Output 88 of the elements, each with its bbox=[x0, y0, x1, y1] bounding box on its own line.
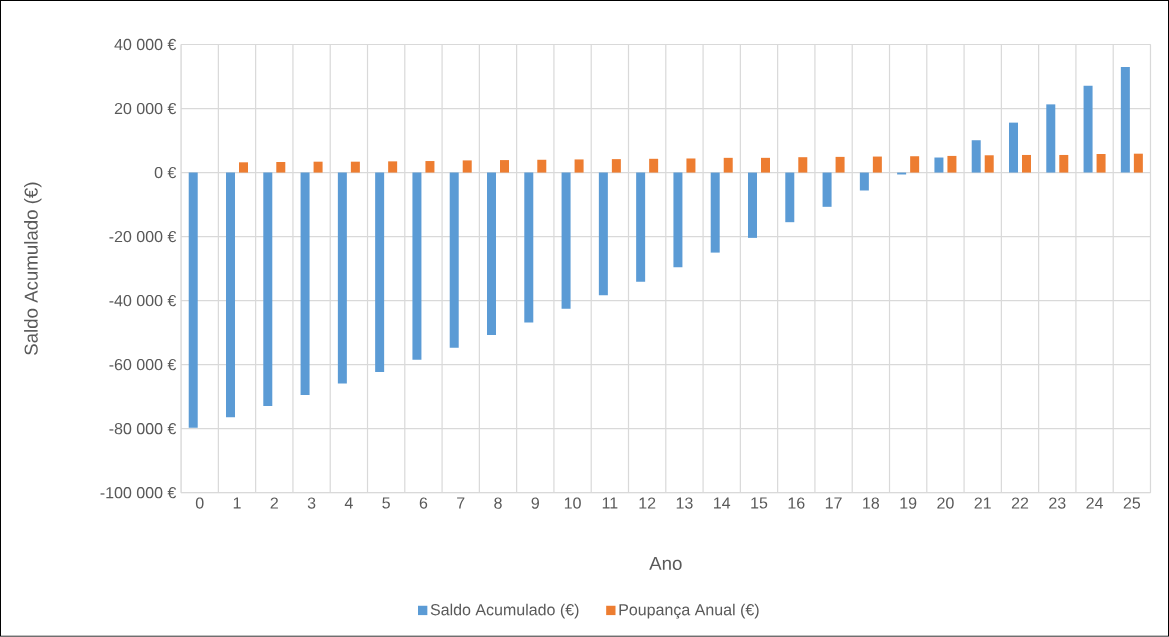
bar bbox=[686, 158, 696, 173]
x-tick-label: 20 bbox=[937, 497, 954, 509]
y-tick-label: -80 000 € bbox=[109, 423, 177, 435]
bar bbox=[822, 172, 832, 207]
x-tick-label: 18 bbox=[863, 497, 880, 509]
x-tick-label: 10 bbox=[564, 497, 581, 509]
bar bbox=[337, 172, 347, 384]
bar bbox=[487, 172, 496, 335]
x-tick-label: 23 bbox=[1049, 497, 1066, 509]
x-tick-label: 19 bbox=[900, 497, 917, 509]
x-tick-label: 3 bbox=[307, 497, 316, 509]
bar bbox=[598, 172, 608, 296]
y-tick-label: 0 € bbox=[154, 167, 177, 179]
bar bbox=[375, 172, 385, 373]
x-tick-label: 4 bbox=[344, 497, 353, 509]
x-tick-label: 14 bbox=[714, 497, 731, 509]
bar bbox=[313, 161, 323, 173]
x-tick-label: 11 bbox=[602, 497, 618, 509]
y-tick-label: 20 000 € bbox=[114, 102, 177, 115]
bar bbox=[425, 161, 435, 173]
x-tick-label: 12 bbox=[639, 497, 656, 509]
x-tick-label: 21 bbox=[974, 497, 991, 509]
bar bbox=[263, 172, 273, 407]
bar bbox=[761, 157, 771, 173]
bar bbox=[636, 172, 646, 282]
y-tick-label: 40 000 € bbox=[114, 38, 177, 51]
bar bbox=[276, 162, 286, 173]
bar bbox=[872, 156, 882, 173]
bar bbox=[798, 157, 808, 173]
bar bbox=[388, 161, 398, 173]
bar bbox=[1022, 155, 1031, 173]
bar bbox=[1008, 122, 1018, 173]
bar bbox=[524, 172, 534, 323]
bar bbox=[188, 172, 198, 428]
bar bbox=[239, 162, 249, 173]
bar bbox=[1133, 153, 1143, 173]
x-tick-label: 5 bbox=[382, 497, 390, 509]
x-axis-title: Ano bbox=[649, 557, 682, 571]
bar bbox=[710, 172, 720, 253]
bar bbox=[947, 156, 957, 173]
bar bbox=[859, 172, 869, 191]
legend-label: Saldo Acumulado (€) bbox=[430, 603, 579, 619]
x-tick-label: 6 bbox=[419, 497, 428, 509]
bar bbox=[723, 157, 733, 173]
x-tick-label: 13 bbox=[676, 497, 693, 509]
y-tick-label: -100 000 € bbox=[100, 487, 177, 499]
bar bbox=[748, 172, 757, 238]
bar bbox=[412, 172, 422, 360]
bar bbox=[1120, 67, 1130, 173]
x-tick-label: 0 bbox=[195, 497, 204, 509]
bar bbox=[1096, 154, 1106, 173]
bar bbox=[835, 156, 845, 173]
y-tick-label: -20 000 € bbox=[109, 231, 177, 243]
bar bbox=[984, 155, 994, 173]
x-tick-label: 9 bbox=[531, 497, 539, 509]
legend-label: Poupança Anual (€) bbox=[619, 603, 759, 619]
bar bbox=[971, 140, 981, 173]
bar bbox=[1046, 104, 1056, 173]
bar bbox=[500, 160, 510, 173]
bar bbox=[1083, 85, 1093, 173]
y-axis-title: Saldo Acumulado (€) bbox=[24, 182, 42, 356]
x-tick-label: 16 bbox=[788, 497, 805, 509]
bar bbox=[785, 172, 795, 223]
x-tick-label: 8 bbox=[494, 497, 502, 509]
bar bbox=[226, 172, 236, 418]
x-tick-label: 17 bbox=[825, 497, 842, 509]
y-tick-label: -60 000 € bbox=[109, 359, 177, 371]
bar bbox=[1059, 155, 1069, 173]
bar bbox=[449, 172, 459, 348]
bar bbox=[561, 172, 571, 309]
bar bbox=[350, 161, 360, 173]
x-tick-label: 22 bbox=[1011, 497, 1029, 509]
x-tick-label: 25 bbox=[1123, 497, 1141, 509]
x-tick-label: 15 bbox=[751, 497, 768, 509]
bar bbox=[462, 160, 472, 173]
x-tick-label: 1 bbox=[233, 497, 241, 509]
bar bbox=[574, 159, 584, 173]
bar bbox=[300, 172, 310, 396]
bar bbox=[673, 172, 683, 268]
bar bbox=[537, 159, 547, 173]
bar bbox=[611, 159, 621, 173]
x-tick-label: 2 bbox=[270, 497, 278, 509]
bar bbox=[910, 156, 920, 173]
y-tick-label: -40 000 € bbox=[109, 295, 177, 307]
bar bbox=[649, 158, 659, 173]
x-tick-label: 24 bbox=[1086, 497, 1103, 509]
bar bbox=[934, 157, 944, 173]
x-tick-label: 7 bbox=[457, 497, 465, 509]
